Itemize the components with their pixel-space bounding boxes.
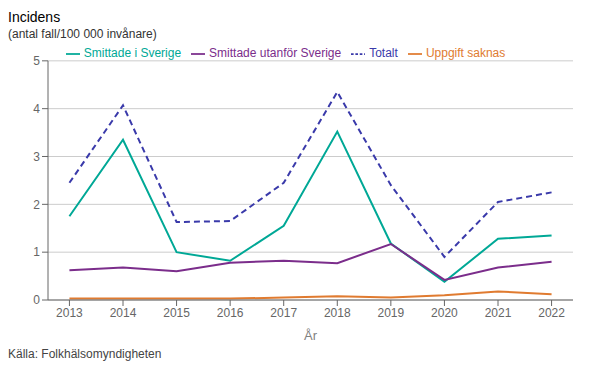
html-text:Smittade i Sverige: Smittade i Sverige [83, 46, 182, 60]
svg-text:2: 2 [33, 198, 40, 212]
svg-text:2013: 2013 [56, 306, 83, 320]
html-text:Uppgift saknas: Uppgift saknas [425, 46, 506, 60]
svg-text:5: 5 [33, 54, 40, 68]
svg-text:2019: 2019 [378, 306, 405, 320]
html-text:(antal fall/100 000 invånare): (antal fall/100 000 invånare) [8, 27, 157, 41]
svg-text:2016: 2016 [217, 306, 244, 320]
svg-text:1: 1 [33, 245, 40, 259]
svg-text:0: 0 [33, 293, 40, 307]
svg-text:2022: 2022 [538, 306, 565, 320]
svg-text:2018: 2018 [324, 306, 351, 320]
html-text:Incidens: Incidens [8, 9, 61, 25]
html-text:Totalt: Totalt [369, 46, 398, 60]
svg-text:2014: 2014 [110, 306, 137, 320]
svg-text:2020: 2020 [431, 306, 458, 320]
svg-text:3: 3 [33, 150, 40, 164]
svg-text:2021: 2021 [485, 306, 512, 320]
html-text:Källa: Folkhälsomyndigheten: Källa: Folkhälsomyndigheten [8, 347, 162, 361]
html-text:Smittade utanför Sverige: Smittade utanför Sverige [209, 46, 342, 60]
svg-text:2017: 2017 [270, 306, 297, 320]
svg-text:År: År [304, 328, 318, 343]
svg-text:2015: 2015 [163, 306, 190, 320]
svg-text:4: 4 [33, 102, 40, 116]
